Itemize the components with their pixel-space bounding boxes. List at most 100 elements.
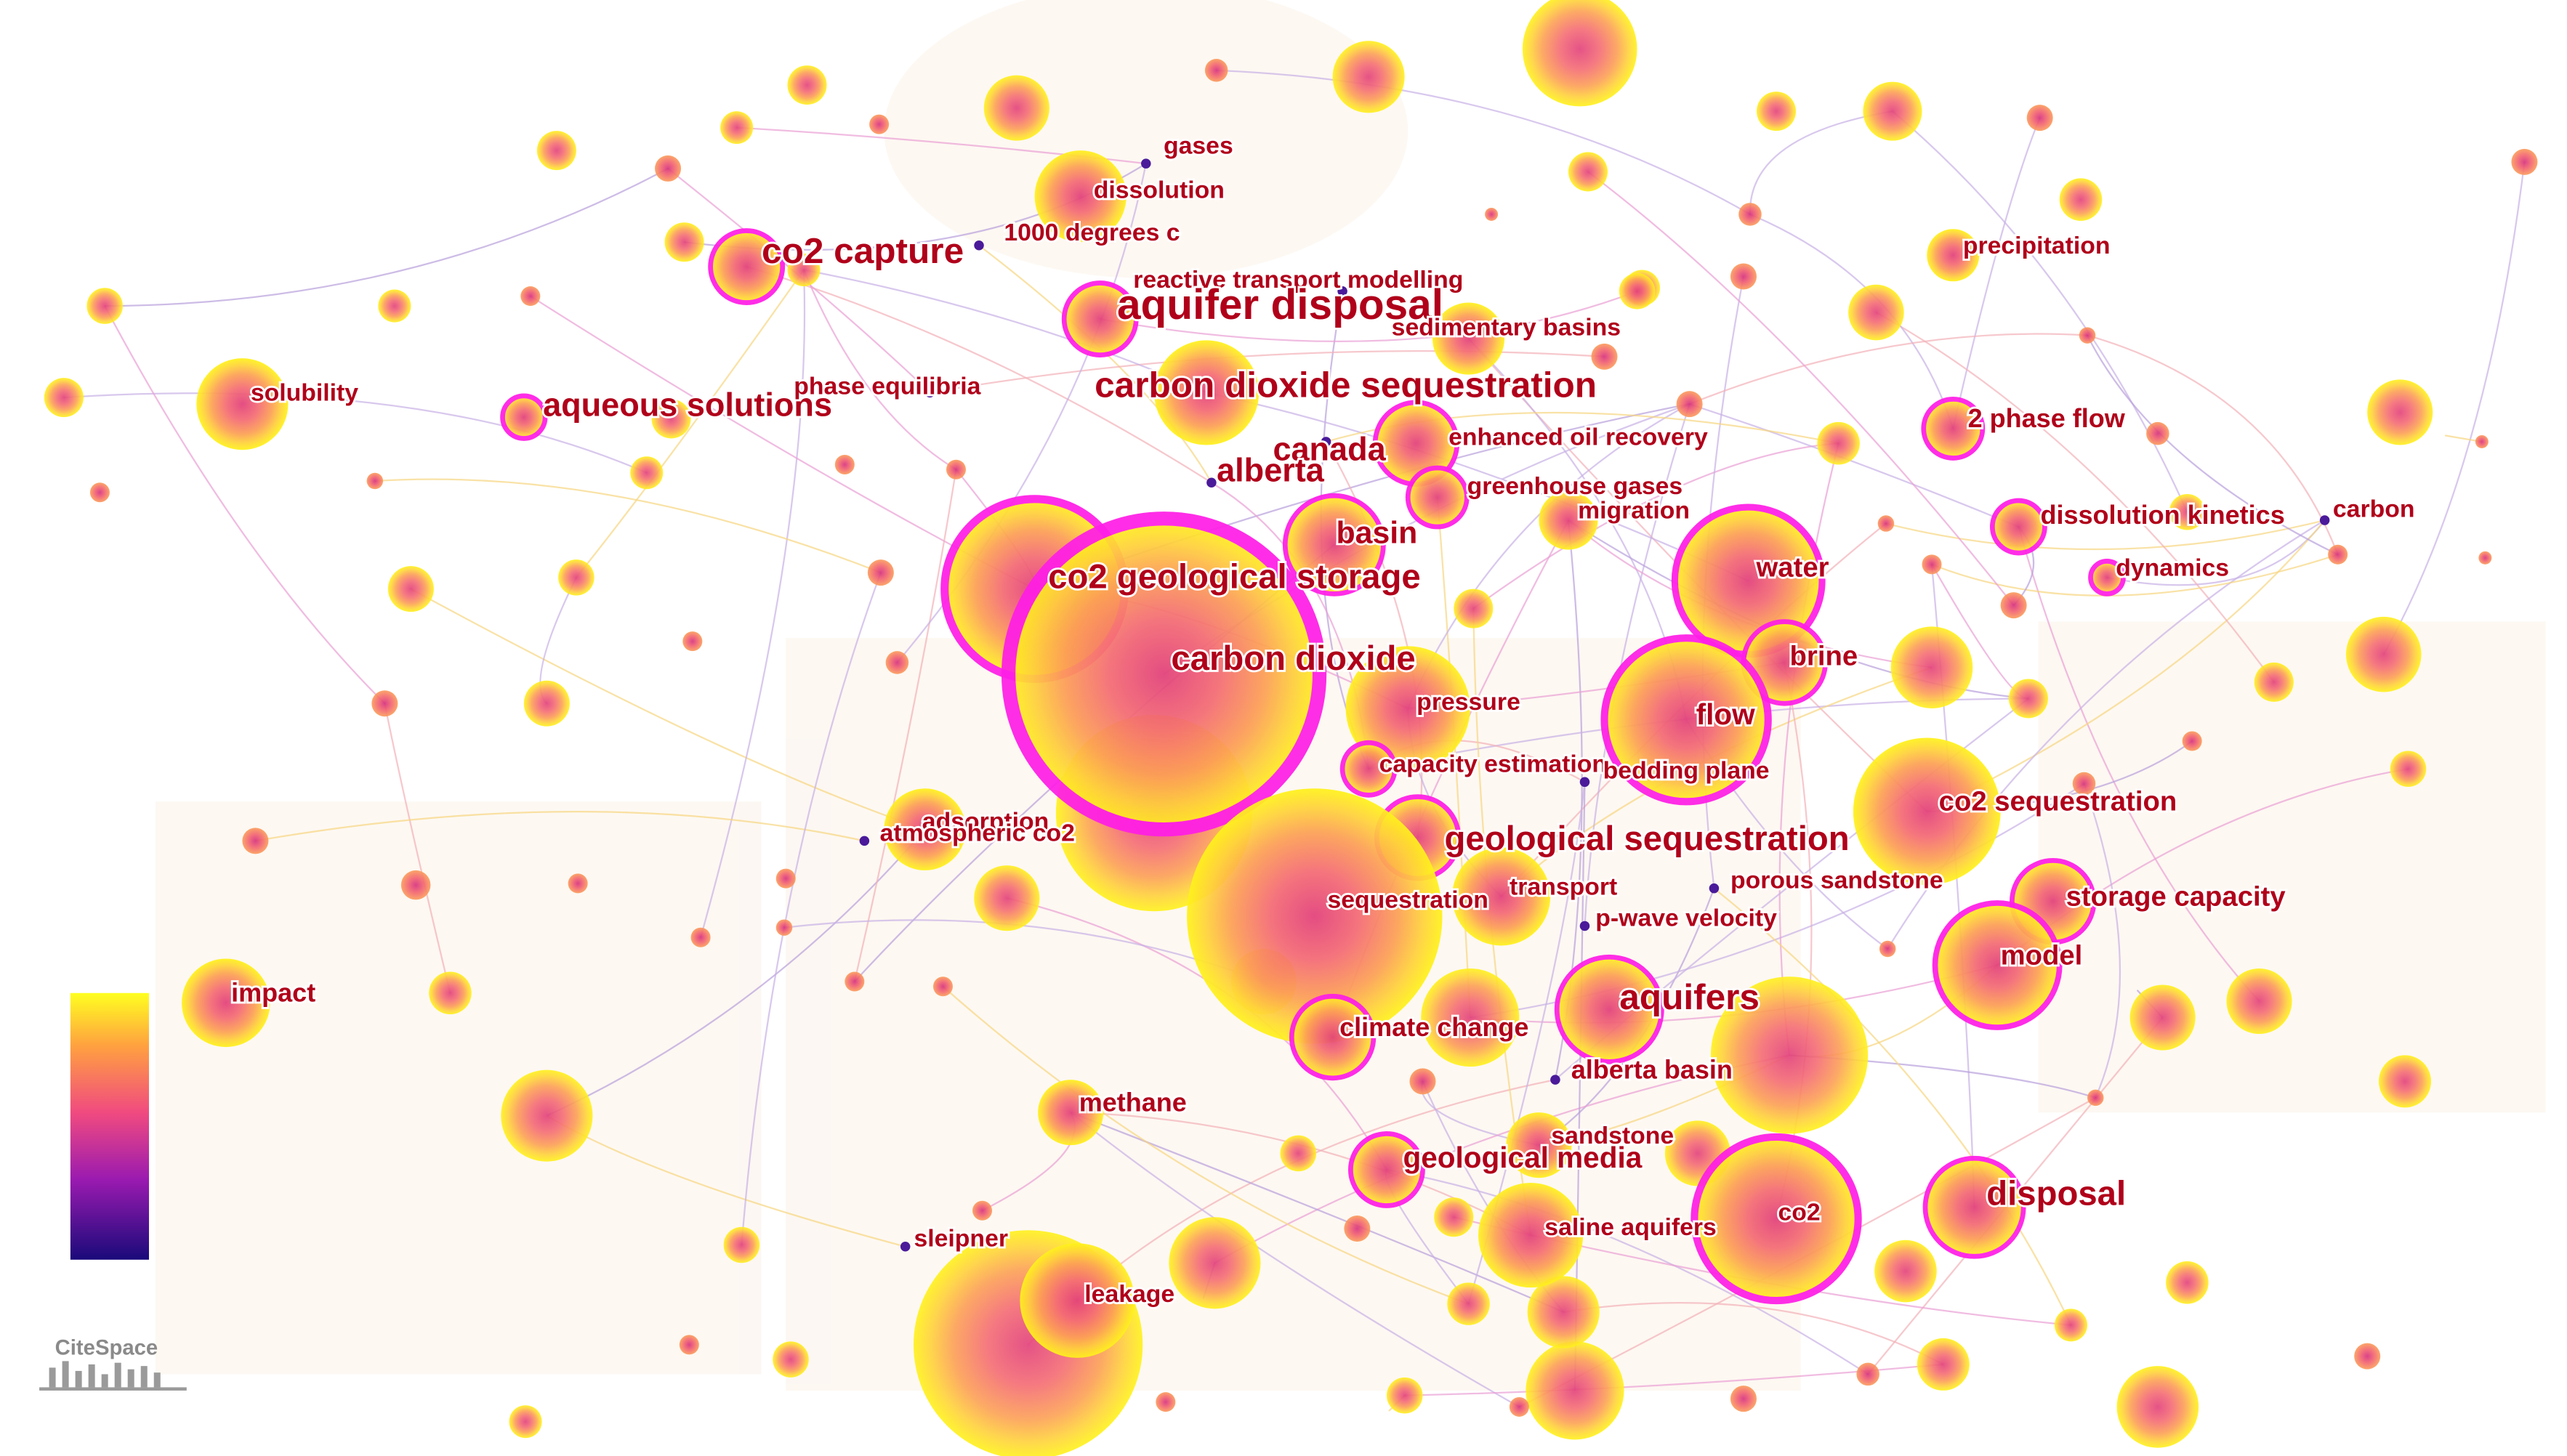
keyword-node	[1709, 883, 1720, 894]
keyword-node	[1020, 1243, 1135, 1358]
minor-node	[1591, 343, 1618, 370]
minor-node	[682, 631, 703, 652]
keyword-node	[1339, 740, 1398, 798]
minor-node	[2354, 1343, 2381, 1370]
keyword-node	[884, 788, 967, 870]
minor-node	[2328, 544, 2348, 565]
minor-node	[371, 690, 398, 717]
keyword-label: flow	[1696, 697, 1756, 731]
minor-node	[1447, 1282, 1490, 1325]
edge	[802, 270, 957, 471]
keyword-label: adsorption	[922, 808, 1049, 836]
keyword-node	[2088, 558, 2126, 596]
keyword-node	[1347, 1131, 1425, 1208]
minor-node	[775, 919, 793, 936]
minor-node	[536, 131, 576, 171]
minor-node	[655, 155, 682, 182]
keyword-node	[1853, 737, 2001, 886]
keyword-label: transport	[1510, 873, 1617, 901]
edge	[374, 478, 882, 574]
edge	[803, 269, 1207, 394]
keyword-label: capacity estimation	[1379, 751, 1607, 778]
edge	[1931, 554, 2338, 596]
keyword-node	[1554, 954, 1664, 1064]
edge	[1386, 1168, 1869, 1375]
keyword-label: basin	[1337, 516, 1418, 551]
minor-node	[664, 222, 704, 262]
edge	[1563, 1302, 1944, 1365]
keyword-label: migration	[1578, 497, 1690, 525]
keyword-node	[859, 836, 870, 846]
edge	[2086, 335, 2339, 556]
minor-node	[378, 289, 411, 323]
edge	[942, 985, 1469, 1305]
keyword-label: alberta	[1217, 452, 1325, 489]
keyword-label: aqueous solutions	[543, 387, 832, 424]
minor-node	[1619, 273, 1656, 310]
edge	[1214, 1054, 1790, 1264]
keyword-label: sequestration	[1327, 886, 1488, 914]
minor-node	[2169, 494, 2206, 530]
keyword-node	[1282, 493, 1386, 596]
logo: CiteSpace	[55, 1336, 158, 1359]
minor-node	[1509, 1396, 1529, 1417]
minor-node	[2345, 616, 2422, 692]
minor-node	[1344, 1216, 1371, 1242]
edge	[410, 588, 926, 830]
minor-node	[2254, 662, 2294, 702]
minor-node	[983, 75, 1049, 141]
minor-node	[2087, 1089, 2104, 1107]
keyword-label: geological sequestration	[1445, 820, 1850, 858]
edge	[576, 269, 805, 578]
minor-node	[845, 971, 865, 992]
minor-node	[1421, 968, 1520, 1067]
edge	[1206, 392, 1749, 582]
minor-node	[2226, 968, 2292, 1035]
minor-node	[387, 566, 434, 612]
keyword-label: model	[2001, 939, 2083, 971]
minor-node	[400, 870, 431, 900]
minor-node	[946, 459, 967, 480]
keyword-label: water	[1756, 552, 1829, 583]
edge	[930, 350, 1605, 394]
keyword-label: co2 geological storage	[1048, 558, 1420, 596]
edge	[700, 270, 806, 938]
minor-node	[1527, 1276, 1600, 1348]
keyword-node	[1206, 477, 1217, 488]
edge	[1587, 171, 2015, 606]
edge	[1216, 69, 1751, 215]
edge	[1892, 110, 2188, 513]
minor-node	[509, 1405, 542, 1439]
keyword-node	[974, 240, 984, 251]
minor-node	[1817, 421, 1860, 465]
edge	[2382, 161, 2526, 655]
minor-node	[1676, 391, 1703, 418]
minor-node	[2390, 751, 2427, 788]
keyword-label: solubility	[251, 379, 358, 407]
minor-node	[630, 456, 664, 490]
minor-node	[1890, 626, 1973, 708]
keyword-node	[1690, 1133, 1862, 1305]
minor-node	[775, 868, 796, 889]
keyword-label: p-wave velocity	[1595, 904, 1777, 931]
minor-node	[2182, 731, 2202, 751]
minor-node	[89, 482, 110, 503]
keyword-node	[900, 1242, 911, 1252]
minor-node	[2008, 679, 2048, 719]
edge	[1778, 442, 1839, 1056]
minor-node	[2378, 1055, 2432, 1108]
minor-node	[723, 1226, 760, 1263]
edge	[384, 703, 451, 994]
minor-node	[1756, 92, 1797, 132]
keyword-node	[1921, 397, 1986, 461]
keyword-label: carbon	[2333, 495, 2415, 522]
edge	[1926, 519, 2326, 812]
keyword-label: canada	[1273, 430, 1386, 467]
minor-node	[679, 1335, 699, 1355]
keyword-label: pressure	[1417, 688, 1520, 716]
minor-node	[1917, 1338, 1970, 1391]
minor-node	[1568, 152, 1608, 192]
keyword-label: co2 sequestration	[1939, 786, 2177, 817]
minor-node	[2026, 105, 2053, 132]
minor-node	[2059, 178, 2103, 221]
